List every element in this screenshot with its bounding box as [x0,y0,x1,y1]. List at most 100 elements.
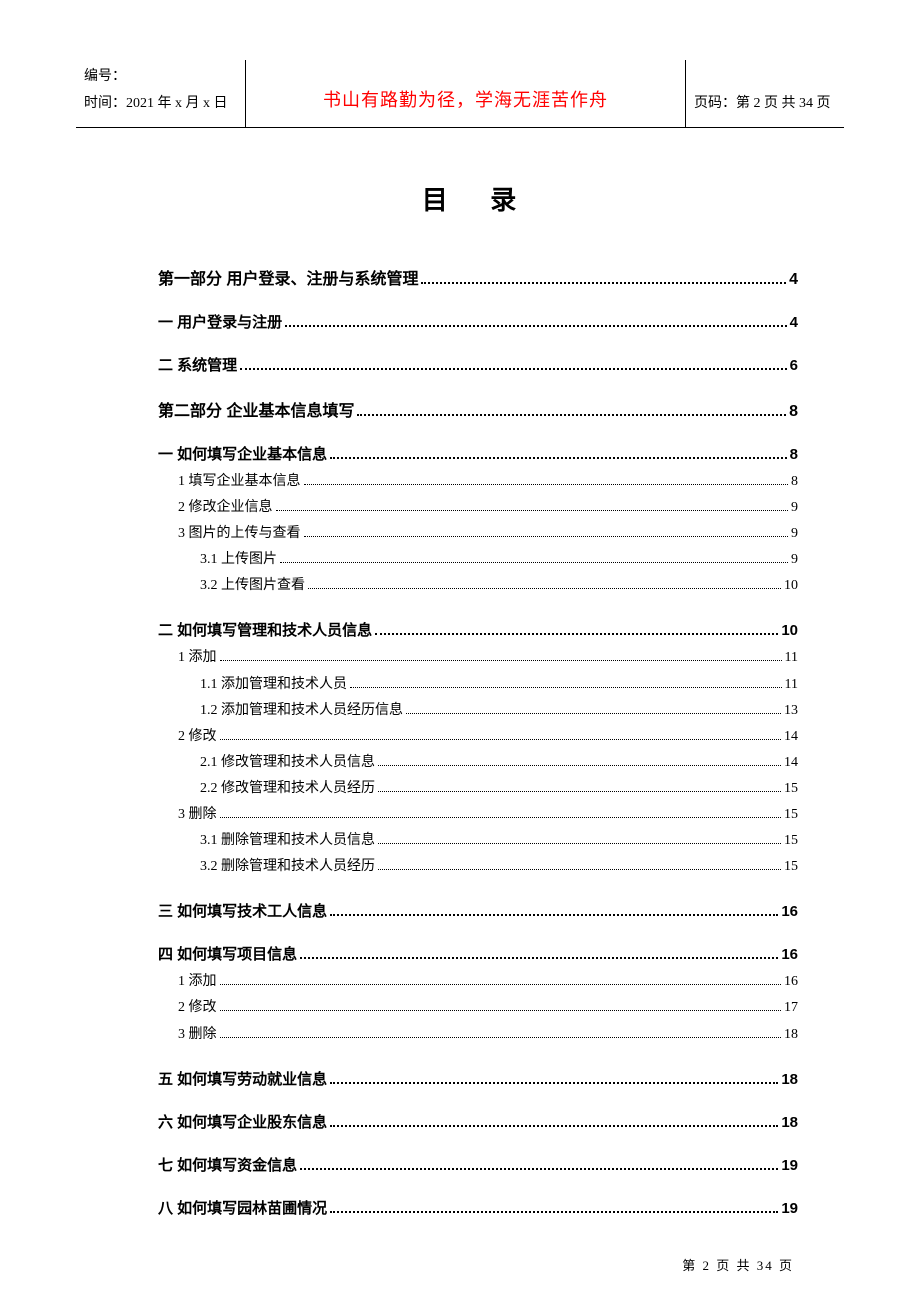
toc-entry[interactable]: 1 添加 16 [158,970,798,993]
toc-entry-label: 2 修改 [178,996,217,1019]
toc-entry[interactable]: 第一部分 用户登录、注册与系统管理 4 [158,265,798,289]
toc-entry-label: 八 如何填写园林苗圃情况 [158,1197,327,1218]
toc-entry-page: 9 [791,522,798,545]
toc-entry-page: 18 [781,1071,798,1088]
toc-entry-page: 16 [781,946,798,963]
toc-entry[interactable]: 2 修改14 [158,725,798,748]
toc-entry-label: 1 添加 [178,970,217,993]
header-right-cell: 页码：第 2 页 共 34 页 [686,60,844,127]
toc-leader-dots [378,779,781,792]
toc-leader-dots [421,270,786,284]
toc-entry-label: 3.2 上传图片查看 [200,574,305,597]
toc-entry[interactable]: 1 添加 11 [158,646,798,669]
toc-entry[interactable]: 五 如何填写劳动就业信息 18 [158,1068,798,1089]
toc-entry-page: 15 [784,829,798,852]
toc-entry-label: 3 删除 [178,1023,217,1046]
toc-leader-dots [330,1112,778,1126]
toc-entry-page: 10 [781,622,798,639]
toc-entry[interactable]: 六 如何填写企业股东信息18 [158,1111,798,1132]
toc-entry[interactable]: 一 如何填写企业基本信息8 [158,443,798,464]
toc-leader-dots [220,726,782,739]
toc-entry[interactable]: 1 填写企业基本信息8 [158,470,798,493]
toc-body: 第一部分 用户登录、注册与系统管理4一 用户登录与注册4二 系统管理6第二部分 … [158,265,798,1218]
toc-entry[interactable]: 2 修改 17 [158,996,798,1019]
toc-entry-page: 4 [789,271,798,289]
toc-entry[interactable]: 一 用户登录与注册4 [158,311,798,332]
toc-leader-dots [378,753,781,766]
toc-leader-dots [378,857,781,870]
toc-entry-label: 第二部分 企业基本信息填写 [158,397,354,421]
toc-entry[interactable]: 2.2 修改管理和技术人员经历 15 [158,777,798,800]
time-label: 时间： [84,96,126,111]
doc-number-row: 编号： [84,64,237,91]
page-code-label: 页码： [694,91,736,118]
toc-leader-dots [308,576,781,589]
toc-entry[interactable]: 八 如何填写园林苗圃情况 19 [158,1197,798,1218]
toc-leader-dots [220,1024,782,1037]
toc-entry-label: 1 填写企业基本信息 [178,470,301,493]
toc-entry[interactable]: 二 系统管理6 [158,354,798,375]
toc-entry-label: 1.2 添加管理和技术人员经历信息 [200,699,403,722]
toc-leader-dots [330,1198,778,1212]
toc-entry[interactable]: 3 删除 18 [158,1023,798,1046]
toc-entry-label: 第一部分 用户登录、注册与系统管理 [158,265,418,289]
toc-leader-dots [330,902,778,916]
toc-entry-page: 9 [791,548,798,571]
toc-entry-page: 10 [784,574,798,597]
page-footer: 第 2 页 共 34 页 [682,1255,794,1274]
toc-entry[interactable]: 3 图片的上传与查看9 [158,522,798,545]
toc-entry[interactable]: 二 如何填写管理和技术人员信息10 [158,619,798,640]
toc-entry-label: 3.1 上传图片 [200,548,277,571]
toc-entry-page: 4 [790,314,798,331]
toc-entry-page: 9 [791,496,798,519]
toc-leader-dots [280,550,788,563]
toc-entry[interactable]: 3 删除15 [158,803,798,826]
toc-entry-page: 19 [781,1200,798,1217]
toc-entry-page: 13 [784,699,798,722]
toc-entry[interactable]: 七 如何填写资金信息19 [158,1154,798,1175]
toc-entry[interactable]: 四 如何填写项目信息16 [158,943,798,964]
toc-leader-dots [330,445,786,459]
toc-entry[interactable]: 第二部分 企业基本信息填写8 [158,397,798,421]
toc-leader-dots [220,972,782,985]
toc-entry-page: 14 [784,751,798,774]
toc-leader-dots [276,498,789,511]
toc-leader-dots [350,674,782,687]
toc-entry[interactable]: 3.2 上传图片查看 10 [158,574,798,597]
toc-entry-label: 五 如何填写劳动就业信息 [158,1068,327,1089]
toc-entry[interactable]: 2 修改企业信息 9 [158,496,798,519]
toc-leader-dots [220,805,782,818]
toc-entry-label: 2 修改企业信息 [178,496,273,519]
toc-entry[interactable]: 2.1 修改管理和技术人员信息 14 [158,751,798,774]
toc-entry-label: 一 如何填写企业基本信息 [158,443,327,464]
toc-entry-page: 15 [784,803,798,826]
toc-leader-dots [304,524,789,537]
toc-entry[interactable]: 1.1 添加管理和技术人员11 [158,673,798,696]
toc-leader-dots [220,998,782,1011]
toc-entry[interactable]: 1.2 添加管理和技术人员经历信息 13 [158,699,798,722]
toc-entry[interactable]: 3.2 删除管理和技术人员经历15 [158,855,798,878]
toc-leader-dots [330,1069,778,1083]
toc-title: 目 录 [158,180,798,217]
toc-entry-page: 18 [784,1023,798,1046]
header-motto: 书山有路勤为径，学海无涯苦作舟 [323,83,608,117]
toc-entry-page: 15 [784,777,798,800]
page-total: 共 34 页 [782,91,831,118]
toc-entry[interactable]: 三 如何填写技术工人信息16 [158,900,798,921]
toc-entry-label: 3.1 删除管理和技术人员信息 [200,829,375,852]
toc-entry-page: 17 [784,996,798,1019]
toc-entry-page: 18 [781,1114,798,1131]
toc-entry-label: 七 如何填写资金信息 [158,1154,297,1175]
toc-entry-label: 2.1 修改管理和技术人员信息 [200,751,375,774]
toc-entry-label: 1 添加 [178,646,217,669]
toc-entry-label: 2.2 修改管理和技术人员经历 [200,777,375,800]
toc-leader-dots [220,648,782,661]
toc-entry-page: 16 [784,970,798,993]
toc-leader-dots [304,472,789,485]
toc-entry-label: 二 系统管理 [158,354,237,375]
toc-entry[interactable]: 3.1 删除管理和技术人员信息 15 [158,829,798,852]
toc-entry-page: 14 [784,725,798,748]
toc-entry-page: 11 [785,646,798,669]
toc-entry[interactable]: 3.1 上传图片 9 [158,548,798,571]
page-current: 第 2 页 [736,91,778,118]
